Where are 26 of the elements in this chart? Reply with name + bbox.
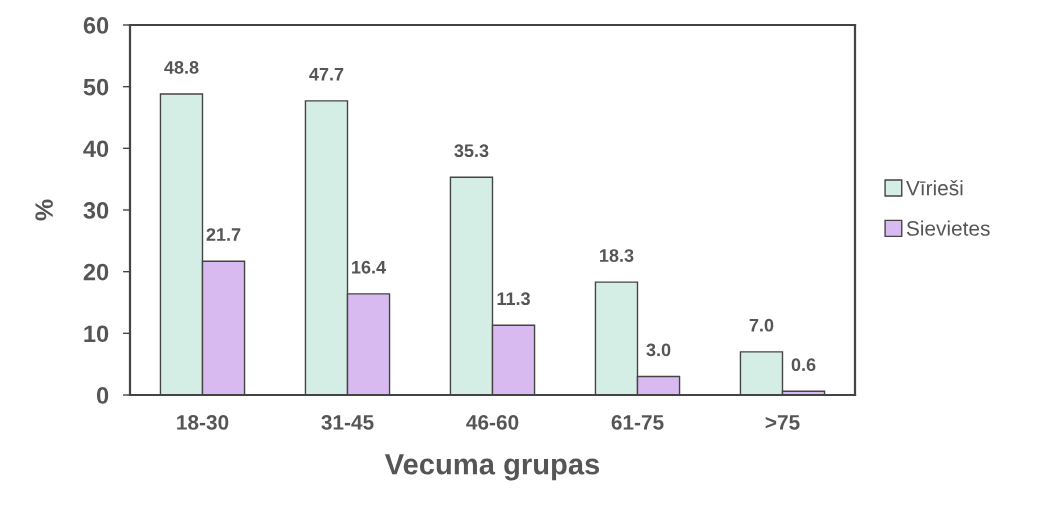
y-tick-label: 20	[83, 263, 109, 281]
x-tick-label: 31-45	[321, 414, 374, 430]
data-label: 48.8	[164, 61, 199, 74]
y-tick-label: 30	[83, 202, 109, 219]
y-tick-label: 0	[96, 387, 109, 404]
data-label: 35.3	[454, 144, 489, 158]
data-label: 3.0	[646, 343, 671, 357]
y-tick-label: 60	[83, 17, 109, 34]
legend-label: Vīrieši	[906, 180, 963, 196]
y-axis-title: %	[35, 199, 53, 221]
data-label: 11.3	[497, 292, 530, 306]
data-label: 18.3	[600, 249, 634, 262]
data-label: 7.0	[749, 318, 774, 332]
x-tick-label: 46-60	[466, 414, 519, 430]
y-tick-label: 40	[83, 140, 109, 158]
data-label: 47.7	[309, 68, 344, 81]
x-tick-label: 61-75	[611, 414, 664, 430]
legend-label: Sievietes	[906, 220, 990, 236]
y-tick-label: 50	[83, 78, 109, 96]
x-axis-title: Vecuma grupas	[384, 454, 600, 481]
data-label: 16.4	[352, 260, 386, 274]
x-tick-label: 18-30	[177, 414, 229, 430]
data-label: 21.7	[206, 228, 241, 241]
y-tick-label: 10	[84, 325, 109, 343]
data-label: 0.6	[791, 358, 816, 372]
x-tick-label: >75	[765, 415, 800, 430]
